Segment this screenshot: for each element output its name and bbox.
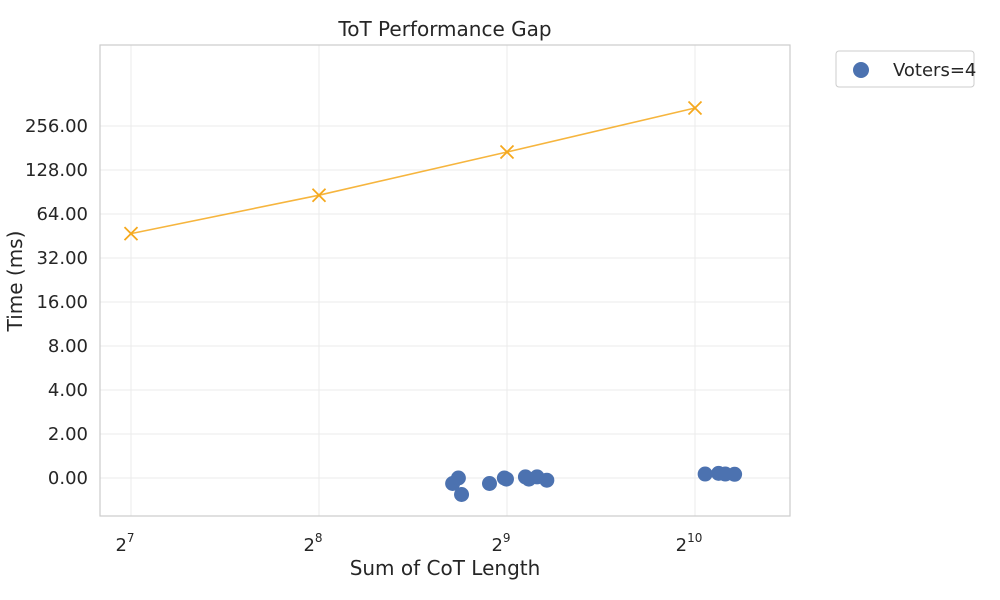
- y-tick-label: 128.00: [25, 160, 88, 181]
- x-marker-stroke: [123, 226, 139, 241]
- y-tick-label: 0.00: [48, 468, 88, 489]
- x-marker: [311, 188, 327, 203]
- y-tick-label: 4.00: [48, 380, 88, 401]
- x-tick-label: 27: [115, 531, 134, 556]
- x-tick-labels: 27 28 29 210: [115, 531, 702, 556]
- y-tick-label: 8.00: [48, 336, 88, 357]
- y-tick-label: 2.00: [48, 424, 88, 445]
- grid: [100, 45, 790, 516]
- x-marker-stroke: [687, 100, 703, 116]
- x-marker: [123, 226, 139, 241]
- x-marker-stroke: [499, 144, 515, 160]
- scatter-point: [727, 466, 743, 482]
- plot-frame: [99, 44, 791, 517]
- x-marker-stroke: [311, 188, 327, 203]
- scatter-point: [498, 471, 514, 487]
- series: [123, 100, 743, 502]
- scatter-point: [454, 487, 470, 502]
- y-tick-label: 32.00: [36, 248, 88, 269]
- legend-box: [835, 50, 975, 88]
- legend-marker-voters: [853, 62, 869, 78]
- x-tick-label: 28: [303, 531, 322, 556]
- x-marker: [499, 144, 515, 160]
- scatter-point: [450, 470, 466, 486]
- series-line: [130, 107, 696, 235]
- scatter-point: [481, 476, 497, 491]
- legend: Voters=4: [835, 50, 976, 88]
- x-axis-label: Sum of CoT Length: [350, 556, 541, 580]
- scatter-point: [539, 472, 555, 488]
- y-axis-label: Time (ms): [3, 231, 27, 333]
- y-tick-label: 64.00: [36, 204, 88, 225]
- x-marker: [687, 100, 703, 116]
- y-tick-label: 256.00: [25, 116, 88, 137]
- x-tick-label: 29: [491, 531, 510, 556]
- y-tick-labels: 0.00 2.00 4.00 8.00 16.00 32.00 64.00 128.00 256…: [25, 116, 88, 489]
- x-tick-label: 210: [676, 531, 703, 556]
- y-tick-label: 16.00: [36, 292, 88, 313]
- scatter-point: [697, 466, 713, 482]
- legend-label-voters: Voters=4: [893, 60, 976, 81]
- chart-title: ToT Performance Gap: [337, 17, 551, 41]
